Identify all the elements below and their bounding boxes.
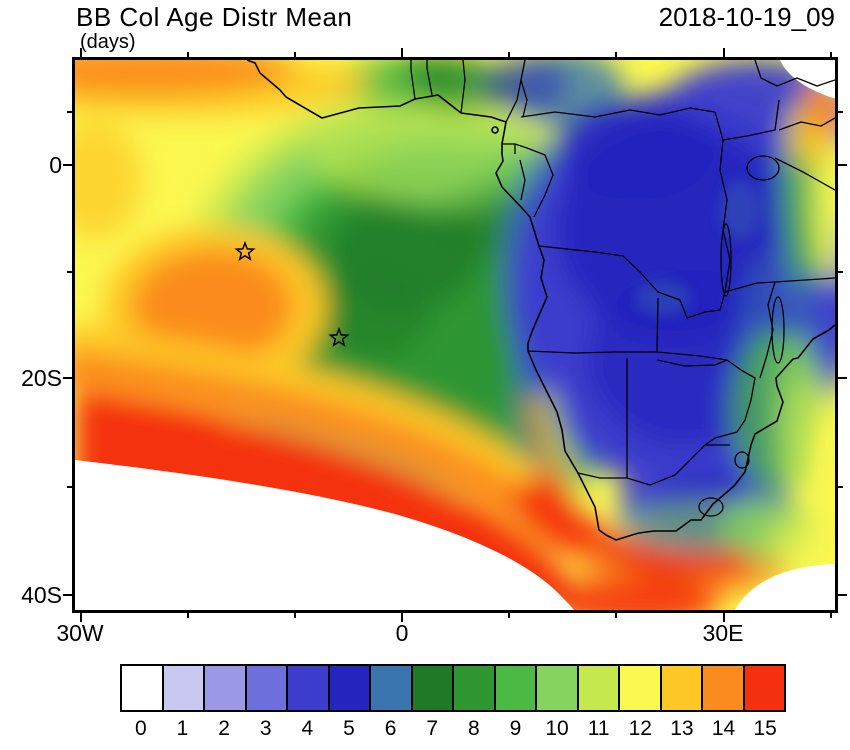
colorbar-cell-4 [288, 666, 330, 710]
axis-tick [293, 613, 296, 618]
plot-title: BB Col Age Distr Mean [76, 2, 353, 32]
colorbar-label-5: 5 [343, 717, 355, 740]
y-axis-label-0: 0 [49, 152, 62, 178]
axis-tick [508, 52, 511, 57]
axis-tick [615, 613, 618, 618]
axis-tick [838, 594, 847, 596]
axis-tick [67, 270, 72, 273]
colorbar-label-15: 15 [753, 717, 777, 740]
plot-units: (days) [80, 31, 136, 53]
star-marker [234, 240, 256, 262]
colorbar-cell-5 [329, 666, 371, 710]
axis-tick [838, 485, 843, 488]
colorbar-label-1: 1 [176, 717, 189, 740]
colorbar-label-3: 3 [259, 717, 272, 740]
colorbar-label-8: 8 [467, 717, 480, 740]
colorbar-cell-7 [412, 666, 454, 710]
colorbar-label-0: 0 [134, 717, 147, 740]
axis-tick [63, 594, 72, 596]
colorbar-cell-1 [163, 666, 205, 710]
y-axis-label-20s: 20S [21, 365, 62, 391]
field-detail-layer [635, 180, 835, 513]
axis-tick [63, 164, 72, 166]
colorbar [120, 664, 786, 712]
axis-tick [63, 377, 72, 379]
axis-tick [722, 613, 725, 622]
colorbar-cell-12 [620, 666, 662, 710]
colorbar-label-11: 11 [587, 717, 610, 740]
age-distribution-field [75, 60, 835, 610]
colorbar-label-6: 6 [384, 717, 397, 740]
x-axis-label-0: 0 [395, 620, 409, 646]
x-axis-label-30e: 30E [702, 620, 744, 646]
colorbar-label-7: 7 [426, 717, 439, 740]
colorbar-cell-9 [495, 666, 537, 710]
axis-tick [838, 270, 843, 273]
station-markers [234, 240, 350, 348]
axis-tick [401, 48, 403, 57]
star-marker [328, 326, 350, 348]
axis-tick [838, 164, 847, 166]
axis-tick [79, 613, 82, 622]
country-borders [410, 60, 835, 517]
axis-tick [401, 613, 403, 622]
colorbar-cell-8 [454, 666, 496, 710]
colorbar-label-12: 12 [628, 717, 652, 740]
axis-tick [615, 52, 618, 57]
colorbar-label-14: 14 [711, 717, 736, 740]
colorbar-label-13: 13 [670, 717, 694, 740]
axis-tick [293, 52, 296, 57]
axis-tick [722, 48, 725, 57]
colorbar-cell-13 [661, 666, 703, 710]
axis-tick [838, 377, 847, 379]
map-plot [72, 57, 838, 613]
colorbar-label-9: 9 [509, 717, 522, 740]
axis-tick [508, 613, 511, 618]
colorbar-label-4: 4 [301, 717, 314, 740]
axis-tick [838, 110, 843, 113]
y-axis-label-40s: 40S [21, 582, 62, 608]
colorbar-cell-10 [537, 666, 579, 710]
colorbar-cell-2 [205, 666, 247, 710]
colorbar-cell-14 [703, 666, 745, 710]
colorbar-cell-15 [744, 666, 784, 710]
axis-tick [67, 485, 72, 488]
axis-tick [186, 52, 189, 57]
axis-tick [186, 613, 189, 618]
coastline [246, 60, 835, 541]
colorbar-cell-11 [578, 666, 620, 710]
axis-tick [829, 613, 832, 618]
axis-tick [829, 52, 832, 57]
axis-tick [67, 110, 72, 113]
axis-tick [79, 48, 82, 57]
colorbar-cell-3 [246, 666, 288, 710]
colorbar-label-2: 2 [218, 717, 230, 740]
colorbar-cell-0 [122, 666, 164, 710]
colorbar-cell-6 [371, 666, 413, 710]
plot-timestamp: 2018-10-19_09 [658, 2, 835, 32]
colorbar-label-10: 10 [545, 717, 569, 740]
no-data-region [75, 60, 835, 610]
colorbar-labels: 0 1 2 3 4 5 6 7 8 9 10 11 12 13 14 15 [120, 717, 786, 741]
x-axis-label-30w: 30W [56, 620, 104, 646]
